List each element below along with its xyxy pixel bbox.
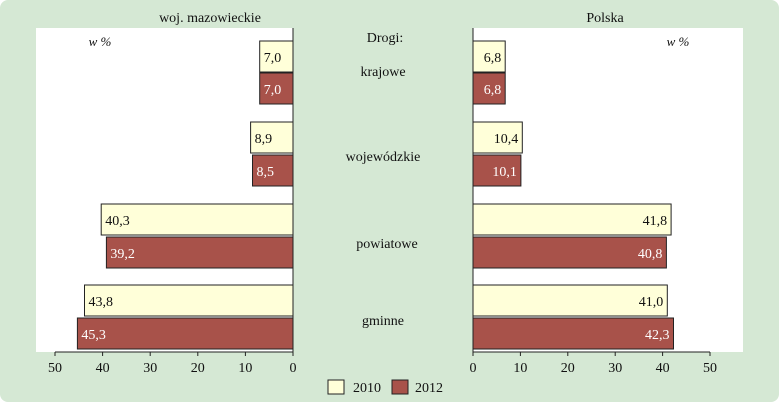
x-tick-label: 10 <box>513 361 527 376</box>
data-label: 10,4 <box>494 132 519 147</box>
data-label: 6,8 <box>484 51 502 66</box>
data-label: 8,5 <box>257 165 275 180</box>
left-panel-title: woj. mazowieckie <box>159 11 261 26</box>
category-label: gminne <box>362 314 404 329</box>
x-tick-label: 20 <box>561 361 575 376</box>
bar-left-2010 <box>100 203 294 236</box>
bar-left-2012 <box>76 317 294 350</box>
right-unit-label: w % <box>667 34 690 49</box>
bars-layer: 7,0 8,9 40,3 43,8 7,0 8,5 39,2 45,3 6,8 10,4 41,8 4… <box>76 40 674 350</box>
x-tick-label: 40 <box>656 361 670 376</box>
bar-left-2012 <box>252 154 294 187</box>
category-label: powiatowe <box>356 237 417 252</box>
bar-right-2012 <box>472 236 667 269</box>
data-label: 42,3 <box>645 328 670 343</box>
right-panel-title: Polska <box>586 11 624 26</box>
bar-left-2012 <box>259 72 294 105</box>
x-tick-label: 0 <box>470 361 477 376</box>
data-label: 41,8 <box>643 214 668 229</box>
x-tick-label: 40 <box>96 361 110 376</box>
left-unit-label: w % <box>89 34 112 49</box>
axes-layer: 50 40 30 20 10 0 0 10 20 30 40 50 <box>48 28 717 376</box>
category-label: krajowe <box>360 65 405 80</box>
category-label: wojewódzkie <box>346 150 421 165</box>
bar-left-2010 <box>250 121 294 154</box>
data-label: 40,8 <box>638 247 663 262</box>
data-label: 7,0 <box>264 51 282 66</box>
bar-left-2010 <box>84 284 294 317</box>
legend-swatch-2012 <box>391 379 409 395</box>
legend-label-2012: 2012 <box>415 381 443 396</box>
bar-right-2010 <box>472 203 672 236</box>
bar-right-2010 <box>472 121 523 154</box>
bar-left-2010 <box>259 40 294 73</box>
data-label: 40,3 <box>105 214 130 229</box>
data-label: 43,8 <box>89 295 114 310</box>
data-label: 6,8 <box>484 83 502 98</box>
x-tick-label: 30 <box>608 361 622 376</box>
category-labels: krajowe wojewódzkie powiatowe gminne <box>346 65 421 329</box>
center-title: Drogi: <box>367 31 404 46</box>
bar-right-2012 <box>472 72 506 105</box>
data-label: 41,0 <box>639 295 664 310</box>
legend-label-2010: 2010 <box>353 381 381 396</box>
x-tick-label: 0 <box>290 361 297 376</box>
legend-swatch-2010 <box>327 379 345 395</box>
data-label: 45,3 <box>81 328 106 343</box>
x-tick-label: 20 <box>191 361 205 376</box>
bar-left-2012 <box>105 236 294 269</box>
bar-right-2012 <box>472 317 674 350</box>
bar-right-2010 <box>472 40 506 73</box>
x-tick-label: 50 <box>48 361 62 376</box>
data-label: 8,9 <box>255 132 273 147</box>
data-label: 10,1 <box>492 165 517 180</box>
x-tick-label: 10 <box>238 361 252 376</box>
legend: 2010 2012 <box>327 379 443 396</box>
data-label: 39,2 <box>110 247 134 262</box>
x-tick-label: 50 <box>703 361 717 376</box>
data-label: 7,0 <box>264 83 282 98</box>
x-tick-label: 30 <box>143 361 157 376</box>
